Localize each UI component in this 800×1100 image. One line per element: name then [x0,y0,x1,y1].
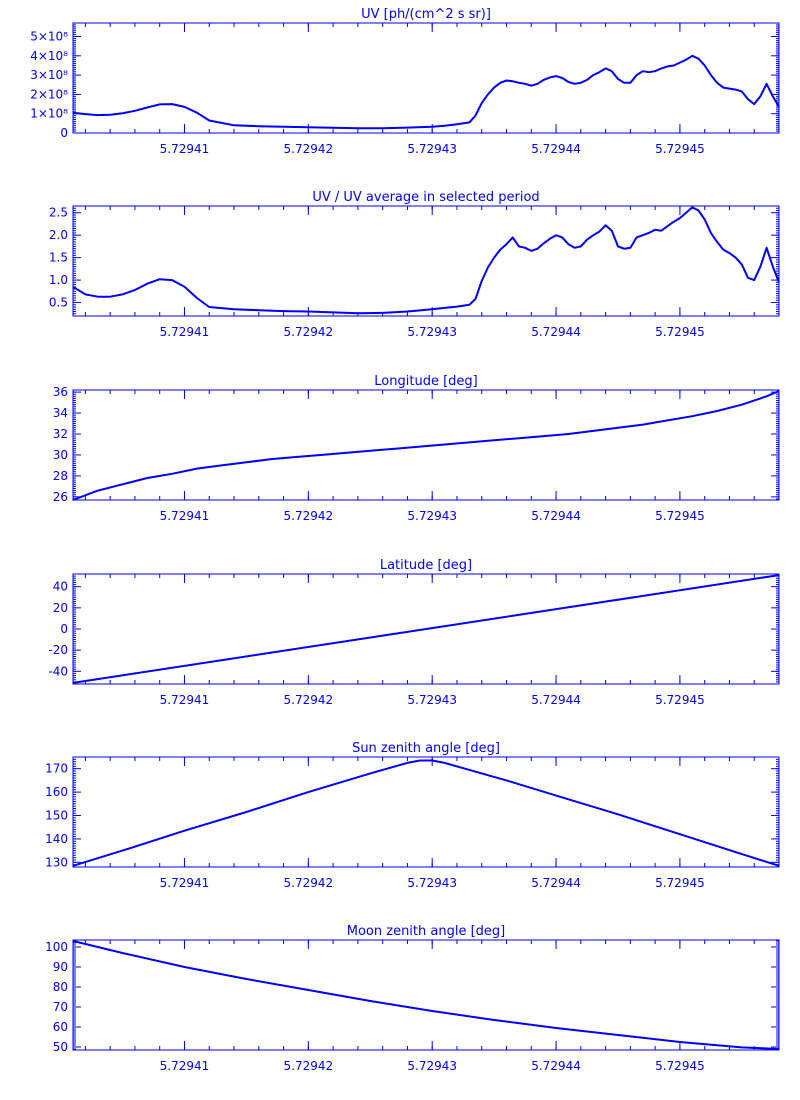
y-tick-label: 140 [45,832,68,846]
y-tick-label: 0 [60,126,68,140]
x-tick-label: 5.72944 [531,1059,581,1073]
chart-panel-4: Latitude [deg] 5.72941 5.72942 5.72943 5.729… [48,558,780,707]
x-tick-label: 5.72942 [284,509,334,523]
x-tick-label: 5.72941 [160,693,210,707]
series-line [72,54,780,130]
y-tick-label: 20 [53,601,68,615]
x-tick-label: 5.72941 [160,1059,210,1073]
x-tick-label: 5.72941 [160,142,210,156]
x-tick-label: 5.72942 [284,142,334,156]
y-tick-label: 2.0 [49,228,68,242]
x-tick-label: 5.72945 [655,693,705,707]
plot-frame [72,22,780,134]
chart-title: Longitude [deg] [374,374,477,389]
y-tick-label: 28 [53,469,68,483]
x-tick-label: 5.72944 [531,509,581,523]
x-tick-label: 5.72945 [655,142,705,156]
chart-panel-3: Longitude [deg] 5.72941 5.72942 5.72943 5.72… [53,374,780,523]
y-tick-label: 60 [53,1020,68,1034]
y-tick-label: 0 [60,622,68,636]
x-tick-label: 5.72944 [531,693,581,707]
series-line [72,940,780,1050]
y-tick-label: 40 [53,580,68,594]
chart-title: UV [ph/(cm^2 s sr)] [361,7,491,22]
y-tick-label: 90 [53,960,68,974]
chart-title: Moon zenith angle [deg] [347,924,505,939]
x-tick-label: 5.72941 [160,509,210,523]
y-tick-label: -40 [48,664,68,678]
x-tick-label: 5.72943 [407,1059,457,1073]
y-tick-label: 0.5 [49,296,68,310]
y-tick-label: 150 [45,809,68,823]
y-tick-label: 130 [45,855,68,869]
y-tick-label: 160 [45,785,68,799]
y-tick-label: 5×10⁸ [30,30,68,44]
x-tick-label: 5.72942 [284,325,334,339]
x-tick-label: 5.72945 [655,509,705,523]
series-line [72,759,780,867]
series-line [72,390,780,501]
y-tick-label: 100 [45,940,68,954]
y-tick-label: -20 [48,643,68,657]
y-tick-label: 3×10⁸ [30,68,68,82]
x-tick-label: 5.72941 [160,876,210,890]
x-tick-label: 5.72943 [407,325,457,339]
x-tick-label: 5.72944 [531,142,581,156]
x-tick-label: 5.72945 [655,1059,705,1073]
x-tick-label: 5.72945 [655,325,705,339]
x-tick-label: 5.72944 [531,876,581,890]
y-tick-label: 70 [53,1000,68,1014]
chart-title: Sun zenith angle [deg] [352,741,500,756]
x-tick-label: 5.72942 [284,1059,334,1073]
x-tick-label: 5.72941 [160,325,210,339]
plot-frame [72,389,780,501]
y-tick-label: 4×10⁸ [30,49,68,63]
y-tick-label: 30 [53,448,68,462]
y-tick-label: 1×10⁸ [30,107,68,121]
y-tick-label: 36 [53,385,68,399]
y-tick-label: 32 [53,427,68,441]
y-tick-label: 170 [45,762,68,776]
x-tick-label: 5.72944 [531,325,581,339]
x-tick-label: 5.72942 [284,693,334,707]
y-tick-label: 1.0 [49,273,68,287]
x-tick-label: 5.72943 [407,142,457,156]
chart-panel-6: Moon zenith angle [deg] 5.72941 5.72942 5.7… [45,924,780,1073]
x-tick-label: 5.72943 [407,693,457,707]
series-line [72,206,780,315]
plot-frame [72,756,780,868]
series-line [72,574,780,684]
chart-panel-2: UV / UV average in selected period 5.7294… [49,190,780,339]
y-tick-label: 1.5 [49,251,68,265]
y-tick-label: 34 [53,406,68,420]
chart-panel-5: Sun zenith angle [deg] 5.72941 5.72942 5.72… [45,741,780,890]
y-tick-label: 2×10⁸ [30,87,68,101]
y-tick-label: 2.5 [49,206,68,220]
x-tick-label: 5.72942 [284,876,334,890]
chart-title: Latitude [deg] [380,558,472,573]
x-tick-label: 5.72945 [655,876,705,890]
plot-frame [72,939,780,1051]
x-tick-label: 5.72943 [407,876,457,890]
chart-panel-1: UV [ph/(cm^2 s sr)] 5.72941 5.72942 5.72943… [30,7,780,156]
y-tick-label: 80 [53,980,68,994]
plot-frame [72,205,780,317]
y-tick-label: 26 [53,490,68,504]
x-tick-label: 5.72943 [407,509,457,523]
chart-title: UV / UV average in selected period [312,190,539,205]
y-tick-label: 50 [53,1040,68,1054]
